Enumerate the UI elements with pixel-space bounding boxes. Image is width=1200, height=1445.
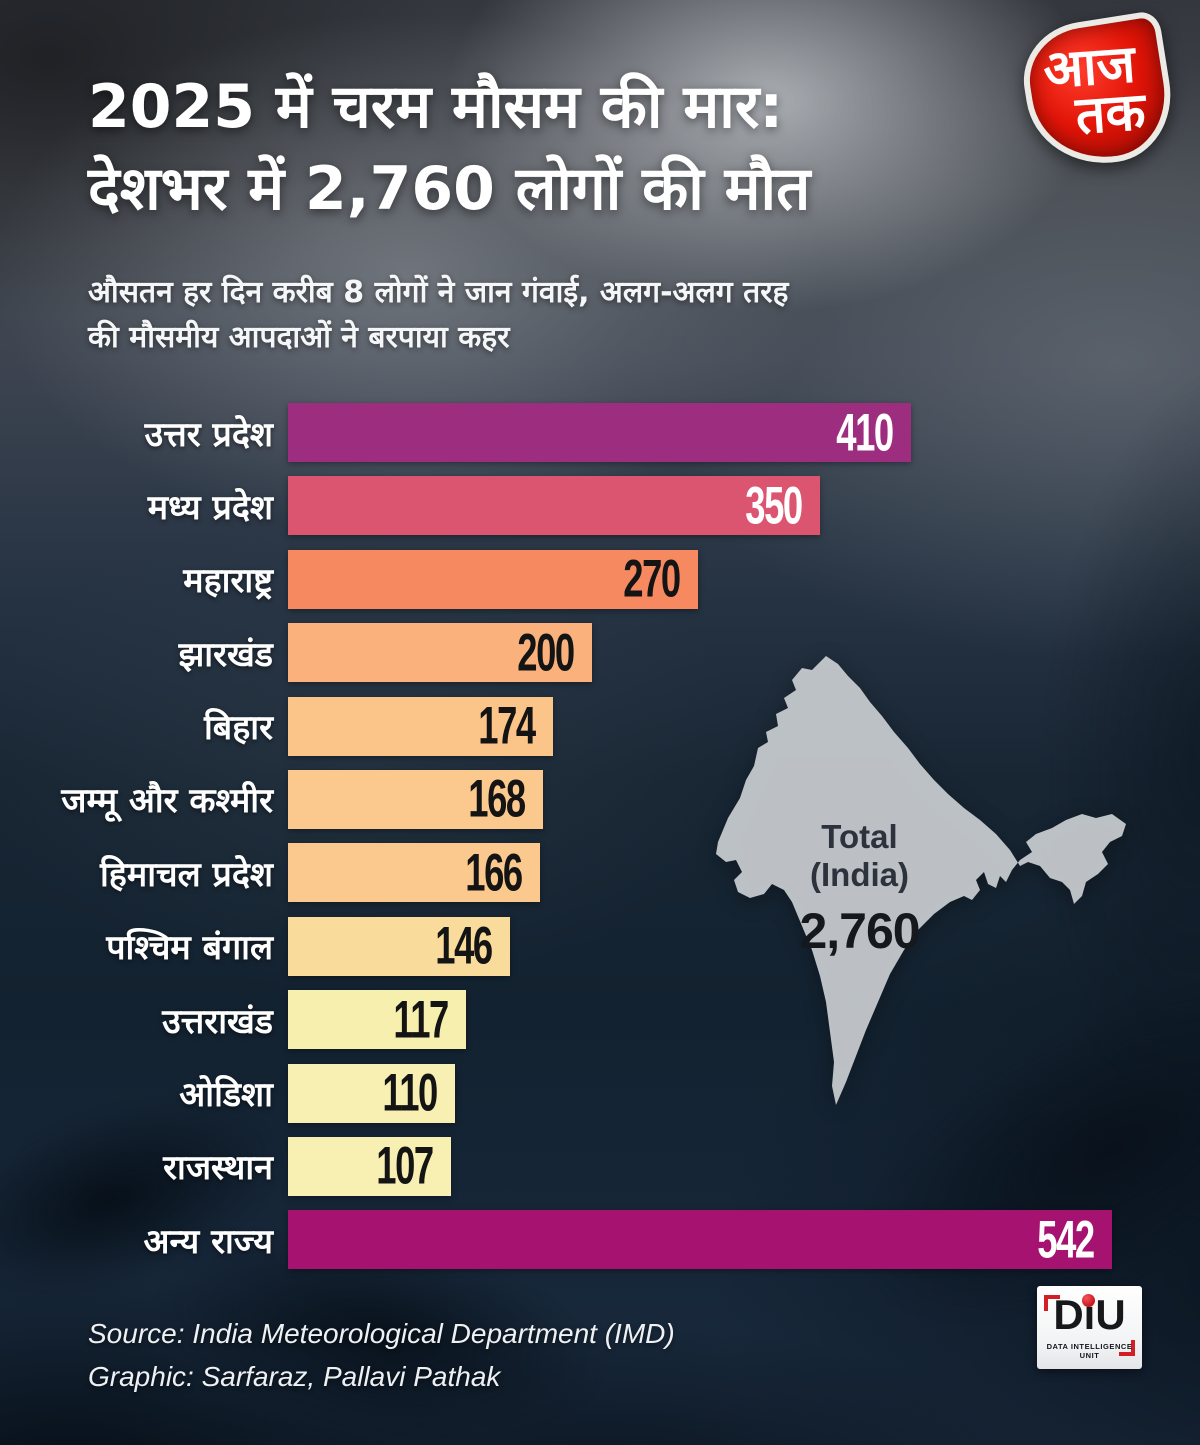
bar-label: ओडिशा: [179, 1075, 273, 1116]
bar-value: 168: [468, 769, 526, 830]
bar-value: 200: [517, 623, 575, 683]
bar-value: 410: [836, 402, 894, 463]
bar-row: झारखंड 200: [0, 623, 1200, 683]
bar-value: 110: [382, 1063, 438, 1123]
bar-label: उत्तराखंड: [162, 1001, 273, 1042]
bar-label: जम्मू और कश्मीर: [61, 781, 273, 822]
bar-row: हिमाचल प्रदेश 166: [0, 843, 1200, 903]
bar-label: मध्य प्रदेश: [147, 487, 273, 528]
bar: 410: [288, 403, 911, 462]
bar-value: 270: [623, 549, 681, 609]
bar-chart: उत्तर प्रदेश 410 मध्य प्रदेश 350 महाराष्ट्र 2…: [0, 403, 1200, 1270]
bar-label: महाराष्ट्र: [183, 561, 273, 602]
bar-value: 166: [465, 843, 523, 903]
diu-bracket-top-left-icon: [1044, 1295, 1060, 1311]
diu-bracket-bottom-right-icon: [1119, 1340, 1135, 1356]
india-map-icon: [716, 656, 1126, 1105]
bar-value: 146: [435, 916, 493, 976]
page-title: 2025 में चरम मौसम की मार: देशभर में 2,76…: [88, 66, 1038, 230]
bar-label: बिहार: [204, 708, 273, 749]
bar-value: 174: [478, 696, 536, 756]
total-india-badge: Total (India) 2,760: [752, 818, 967, 960]
bar-row: महाराष्ट्र 270: [0, 549, 1200, 609]
bar: 350: [288, 476, 820, 536]
bar-label: हिमाचल प्रदेश: [100, 854, 273, 895]
india-map-shape: [716, 656, 1126, 1105]
bar: 270: [288, 549, 698, 609]
total-label-line1: Total: [821, 818, 898, 855]
bar: 166: [288, 843, 540, 903]
bar-row: उत्तराखंड 117: [0, 990, 1200, 1050]
footer-credits: Source: India Meteorological Department …: [88, 1312, 675, 1398]
graphic-credit-line: Graphic: Sarfaraz, Pallavi Pathak: [88, 1361, 501, 1392]
bar-rows: उत्तर प्रदेश 410 मध्य प्रदेश 350 महाराष्ट्र 2…: [0, 403, 1200, 1270]
total-label-line2: (India): [810, 856, 909, 893]
diu-red-dot-icon: [1082, 1294, 1095, 1307]
title-line-2: देशभर में 2,760 लोगों की मौत: [88, 154, 811, 224]
bar: 110: [288, 1063, 455, 1123]
bar-label: झारखंड: [178, 634, 273, 675]
source-line: Source: India Meteorological Department …: [88, 1318, 675, 1349]
bar-row: राजस्थान 107: [0, 1136, 1200, 1196]
bar: 200: [288, 623, 592, 683]
bar-row: जम्मू और कश्मीर 168: [0, 769, 1200, 830]
diu-caption: DATA INTELLIGENCE UNIT: [1046, 1342, 1133, 1360]
bar-label: अन्य राज्य: [143, 1221, 273, 1262]
bar-label: राजस्थान: [163, 1148, 273, 1189]
bar: 107: [288, 1136, 451, 1196]
subtitle-line-1: औसतन हर दिन करीब 8 लोगों ने जान गंवाई, अ…: [88, 275, 789, 310]
bar: 174: [288, 696, 553, 756]
bar-value: 117: [393, 990, 449, 1050]
bar-value: 350: [745, 476, 803, 536]
subtitle-line-2: की मौसमीय आपदाओं ने बरपाया कहर: [88, 320, 510, 355]
bar-row: पश्चिम बंगाल 146: [0, 916, 1200, 976]
aajtak-logo: आज तक: [1015, 9, 1181, 175]
bar-value: 542: [1037, 1210, 1095, 1270]
bar-label: उत्तर प्रदेश: [144, 414, 273, 455]
bar-row: बिहार 174: [0, 696, 1200, 756]
diu-logo: DiU DATA INTELLIGENCE UNIT: [1037, 1286, 1142, 1369]
total-value: 2,760: [799, 903, 920, 959]
bar-row: ओडिशा 110: [0, 1063, 1200, 1123]
bar: 542: [288, 1210, 1112, 1270]
bar-row: उत्तर प्रदेश 410: [0, 403, 1200, 462]
bar-row: अन्य राज्य 542: [0, 1210, 1200, 1270]
bar-value: 107: [376, 1136, 434, 1196]
bar: 146: [288, 916, 510, 976]
bar-row: मध्य प्रदेश 350: [0, 476, 1200, 536]
page-subtitle: औसतन हर दिन करीब 8 लोगों ने जान गंवाई, अ…: [88, 270, 988, 360]
bar: 168: [288, 769, 543, 830]
bar: 117: [288, 990, 466, 1050]
title-line-1: 2025 में चरम मौसम की मार:: [88, 72, 784, 142]
aajtak-logo-text-line2: तक: [1073, 81, 1148, 147]
bar-label: पश्चिम बंगाल: [106, 928, 273, 969]
